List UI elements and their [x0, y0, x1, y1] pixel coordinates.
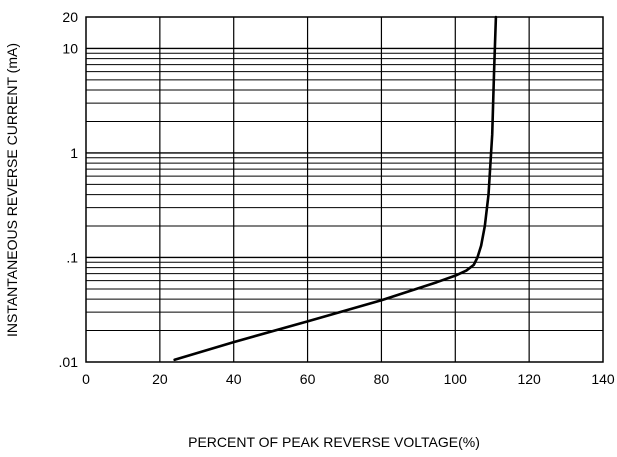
y-tick-label: .1: [66, 249, 78, 265]
y-tick-label: 1: [70, 145, 78, 161]
x-tick-label: 120: [517, 371, 541, 387]
x-tick-label: 60: [300, 371, 316, 387]
series-layer: [173, 15, 498, 362]
x-tick-label: 0: [82, 371, 90, 387]
x-tick-label: 140: [591, 371, 615, 387]
plot-area-frame: [85, 16, 604, 363]
grid: [86, 17, 603, 362]
reverse-current-curve: [173, 15, 498, 362]
y-tick-label: 10: [62, 40, 78, 56]
x-tick-label: 100: [444, 371, 468, 387]
y-axis-label: INSTANTANEOUS REVERSE CURRENT (mA): [4, 43, 20, 337]
y-axis-tick-labels: .01 .1 1 10 20: [59, 9, 79, 370]
y-tick-label: .01: [59, 354, 79, 370]
x-axis-label: PERCENT OF PEAK REVERSE VOLTAGE(%): [188, 434, 480, 450]
x-axis-tick-labels: 0 20 40 60 80 100 120 140: [82, 371, 615, 387]
x-tick-label: 20: [152, 371, 168, 387]
x-tick-label: 80: [374, 371, 390, 387]
y-tick-label: 20: [62, 9, 78, 25]
x-tick-label: 40: [226, 371, 242, 387]
